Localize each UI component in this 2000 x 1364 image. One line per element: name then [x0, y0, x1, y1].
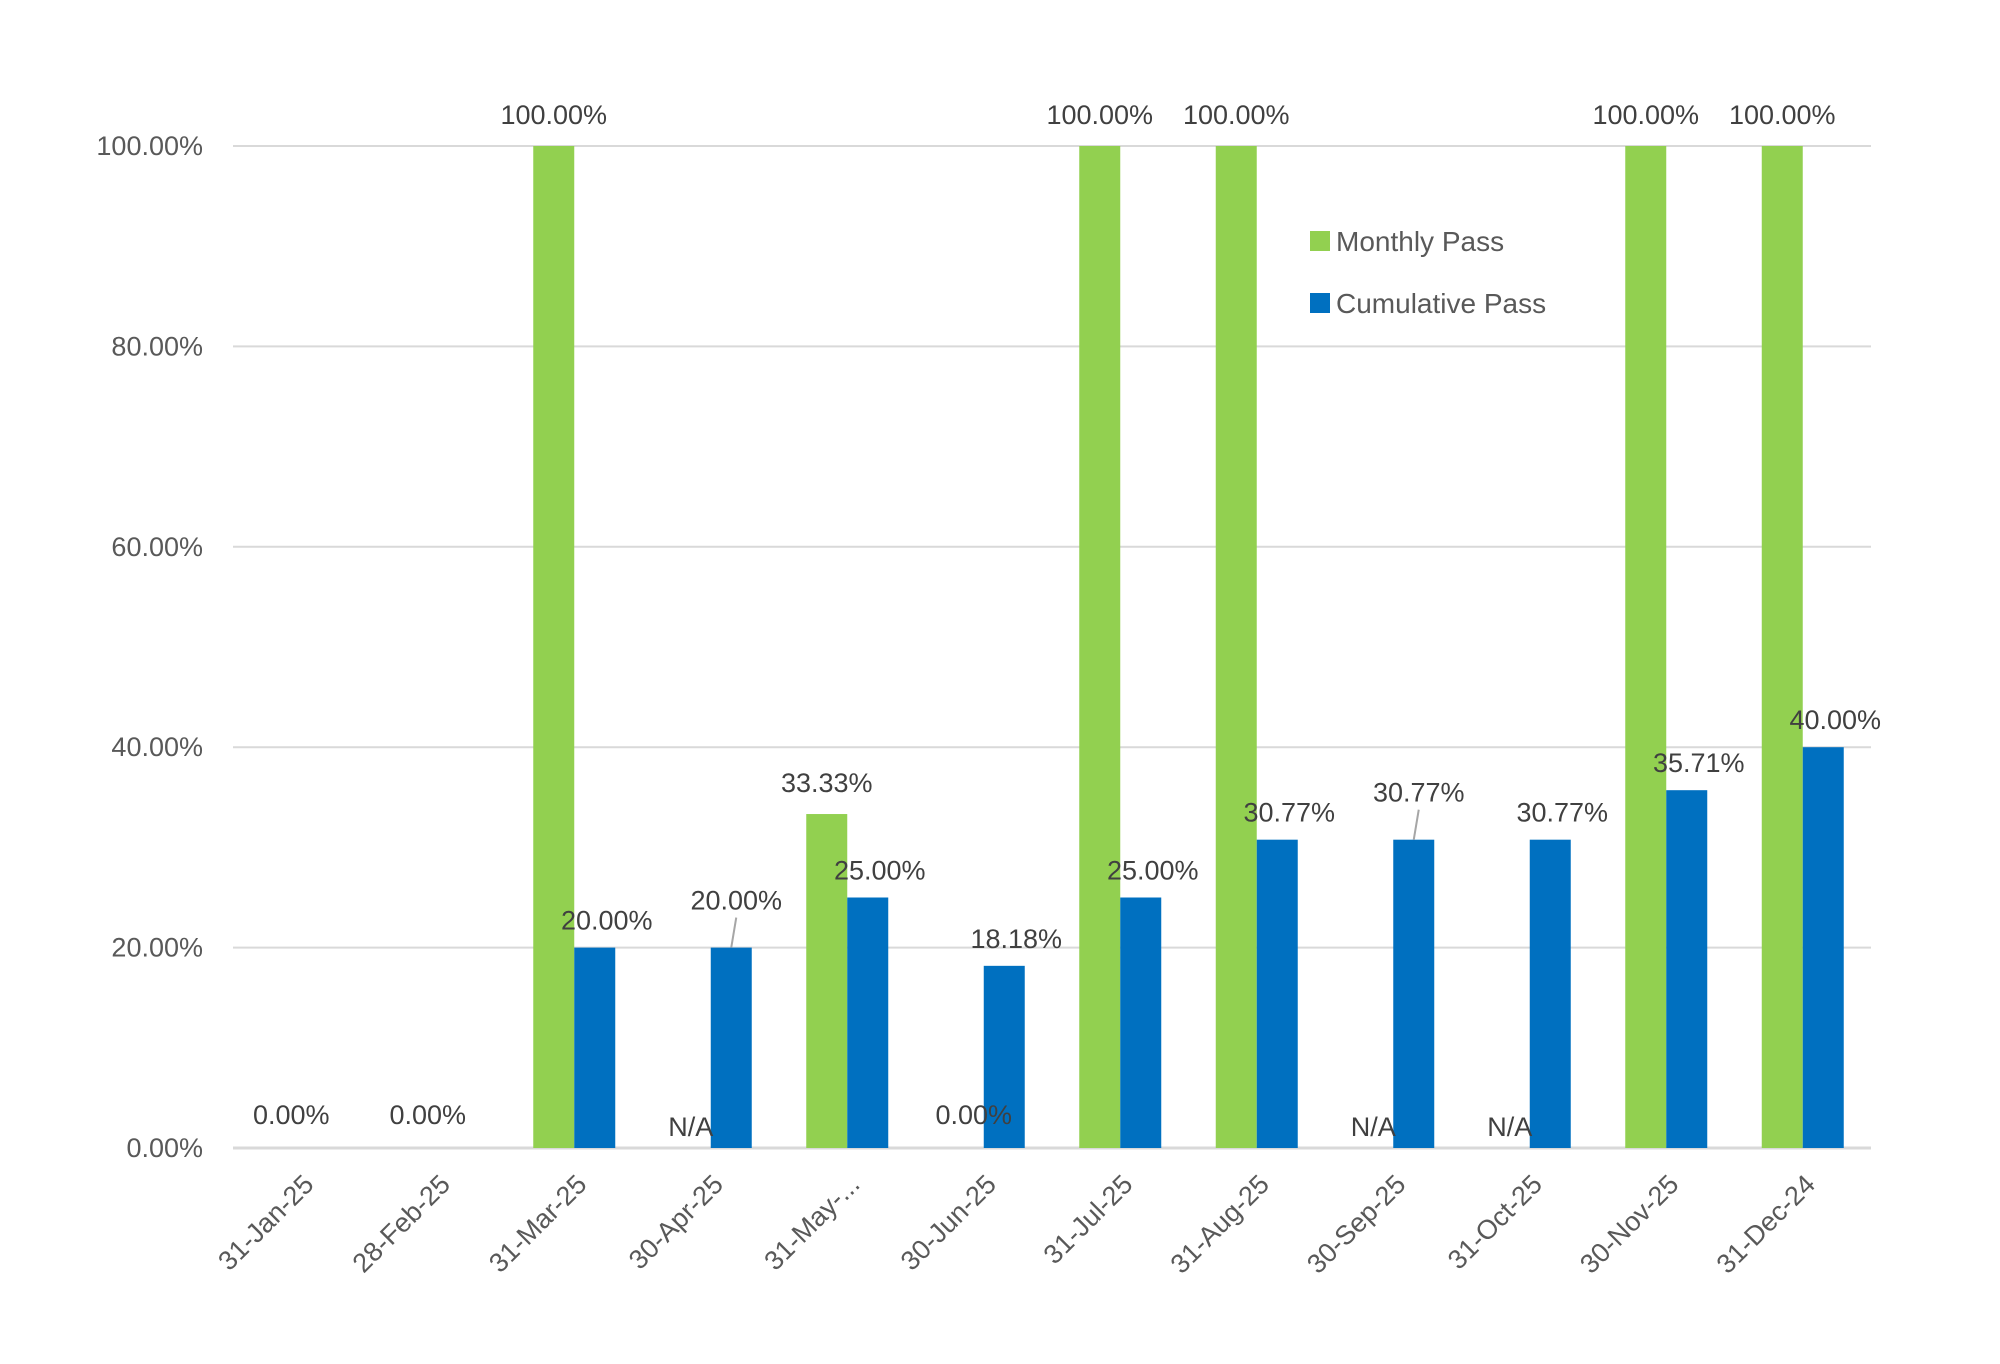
cumulative-pass-label: 20.00% — [561, 906, 653, 936]
y-tick-label: 60.00% — [111, 532, 203, 562]
monthly-pass-label: 0.00% — [253, 1100, 330, 1130]
monthly-pass-bar — [1761, 146, 1803, 1148]
monthly-pass-bar — [1079, 146, 1121, 1148]
monthly-pass-label: 100.00% — [1592, 100, 1699, 130]
monthly-pass-label: 100.00% — [1183, 100, 1290, 130]
monthly-pass-label: 0.00% — [935, 1100, 1012, 1130]
leader-line — [1412, 809, 1420, 840]
cumulative-pass-bar — [983, 965, 1025, 1148]
cumulative-pass-label: 30.77% — [1516, 798, 1608, 828]
y-tick-label: 40.00% — [111, 732, 203, 762]
cumulative-pass-bar — [1256, 839, 1298, 1148]
monthly-pass-label: 0.00% — [389, 1100, 466, 1130]
cumulative-pass-label: 30.77% — [1243, 798, 1335, 828]
cumulative-pass-bar — [847, 897, 889, 1148]
monthly-pass-bar — [533, 146, 575, 1148]
monthly-pass-bar — [1625, 146, 1667, 1148]
cumulative-pass-bar — [574, 947, 616, 1148]
cumulative-pass-label: 25.00% — [1107, 856, 1199, 886]
y-tick-label: 20.00% — [111, 933, 203, 963]
cumulative-pass-bar — [1802, 747, 1844, 1148]
x-tick-label: 31-May-... — [758, 1169, 865, 1276]
x-tick-label: 31-Jan-25 — [212, 1169, 319, 1276]
cumulative-pass-bar — [1529, 839, 1571, 1148]
cumulative-pass-bar — [1666, 790, 1708, 1148]
x-tick-label: 31-Oct-25 — [1442, 1169, 1548, 1275]
x-tick-label: 31-Dec-24 — [1711, 1169, 1821, 1279]
cumulative-pass-label: 35.71% — [1653, 748, 1745, 778]
x-tick-label: 31-Mar-25 — [483, 1169, 592, 1278]
legend-swatch — [1310, 231, 1330, 251]
legend-swatch — [1310, 293, 1330, 313]
monthly-pass-bar — [1215, 146, 1257, 1148]
gridlines — [233, 145, 1871, 1150]
monthly-pass-label: N/A — [668, 1112, 713, 1142]
monthly-pass-label: 33.33% — [781, 768, 873, 798]
x-tick-label: 30-Nov-25 — [1574, 1169, 1684, 1279]
x-tick-label: 28-Feb-25 — [347, 1169, 456, 1278]
leader-line — [730, 917, 738, 948]
cumulative-pass-label: 20.00% — [690, 886, 782, 916]
cumulative-pass-label: 30.77% — [1373, 778, 1465, 808]
x-axis: 31-Jan-25 28-Feb-25 31-Mar-25 30-Apr-25 31-M… — [212, 1169, 1821, 1279]
cumulative-pass-bar — [710, 947, 752, 1148]
data-labels: 0.00% 0.00% 100.00% 20.00% N/A 20.00% 33.33% 25… — [253, 100, 1881, 1142]
monthly-pass-label: N/A — [1351, 1112, 1396, 1142]
cumulative-pass-label: 40.00% — [1789, 705, 1881, 735]
y-tick-label: 0.00% — [126, 1133, 203, 1163]
legend: Monthly Pass Cumulative Pass — [1310, 226, 1546, 319]
x-tick-label: 30-Jun-25 — [895, 1169, 1002, 1276]
y-axis: 0.00% 20.00% 40.00% 60.00% 80.00% 100.00% — [96, 131, 203, 1163]
x-tick-label: 31-Jul-25 — [1038, 1169, 1139, 1270]
monthly-pass-label: 100.00% — [500, 100, 607, 130]
monthly-pass-label: 100.00% — [1729, 100, 1836, 130]
legend-label: Monthly Pass — [1336, 226, 1504, 257]
y-tick-label: 80.00% — [111, 331, 203, 361]
bars — [533, 146, 1844, 1148]
monthly-pass-label: N/A — [1487, 1112, 1532, 1142]
legend-label: Cumulative Pass — [1336, 288, 1546, 319]
x-tick-label: 30-Apr-25 — [623, 1169, 729, 1275]
monthly-pass-label: 100.00% — [1046, 100, 1153, 130]
cumulative-pass-bar — [1393, 839, 1435, 1148]
y-tick-label: 100.00% — [96, 131, 203, 161]
cumulative-pass-bar — [1120, 897, 1162, 1148]
cumulative-pass-label: 25.00% — [834, 856, 926, 886]
x-tick-label: 31-Aug-25 — [1165, 1169, 1275, 1279]
x-tick-label: 30-Sep-25 — [1301, 1169, 1411, 1279]
monthly-pass-bar — [806, 814, 848, 1148]
cumulative-pass-label: 18.18% — [970, 924, 1062, 954]
